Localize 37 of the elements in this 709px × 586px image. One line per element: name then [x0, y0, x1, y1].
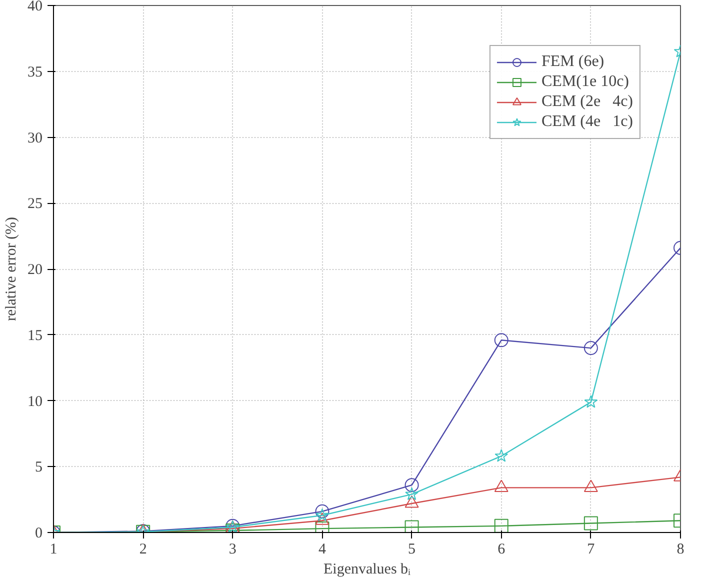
- legend-label: CEM (4e 1c): [541, 113, 633, 131]
- x-tick-label: 6: [498, 542, 506, 558]
- point: [404, 496, 419, 508]
- x-tick-label: 4: [318, 542, 326, 558]
- point: [584, 341, 598, 356]
- y-tick-label: 15: [28, 328, 42, 344]
- x-tick-label: 3: [228, 542, 236, 558]
- y-tick-label: 40: [28, 0, 42, 14]
- point: [584, 395, 598, 408]
- point: [494, 333, 508, 348]
- x-tick-label: 7: [587, 542, 596, 558]
- y-tick-label: 30: [28, 130, 42, 146]
- point: [404, 478, 419, 492]
- y-tick-label: 0: [35, 526, 42, 542]
- y-tick-label: 5: [35, 460, 42, 476]
- point: [584, 480, 598, 492]
- legend-label: FEM (6e): [541, 53, 604, 71]
- y-tick-label: 25: [28, 196, 42, 212]
- legend-label: CEM(1e 10c): [541, 73, 629, 91]
- point: [494, 480, 508, 492]
- x-tick-label: 1: [50, 542, 58, 558]
- x-tick-label: 2: [139, 542, 147, 558]
- legend-label: CEM (2e 4c): [541, 93, 633, 111]
- x-axis-title: Eigenvalues bᵢ: [323, 562, 412, 578]
- point: [315, 512, 330, 525]
- point: [315, 504, 330, 518]
- point: [404, 520, 419, 532]
- y-tick-label: 20: [28, 262, 42, 278]
- point: [584, 516, 598, 530]
- y-axis-title: relative error (%): [4, 216, 20, 322]
- y-tick-label: 10: [28, 394, 42, 410]
- x-tick-label: 8: [676, 542, 684, 558]
- point: [316, 508, 329, 522]
- point: [405, 487, 418, 500]
- point: [494, 449, 508, 462]
- y-tick-label: 35: [28, 64, 42, 80]
- x-tick-label: 5: [408, 542, 416, 558]
